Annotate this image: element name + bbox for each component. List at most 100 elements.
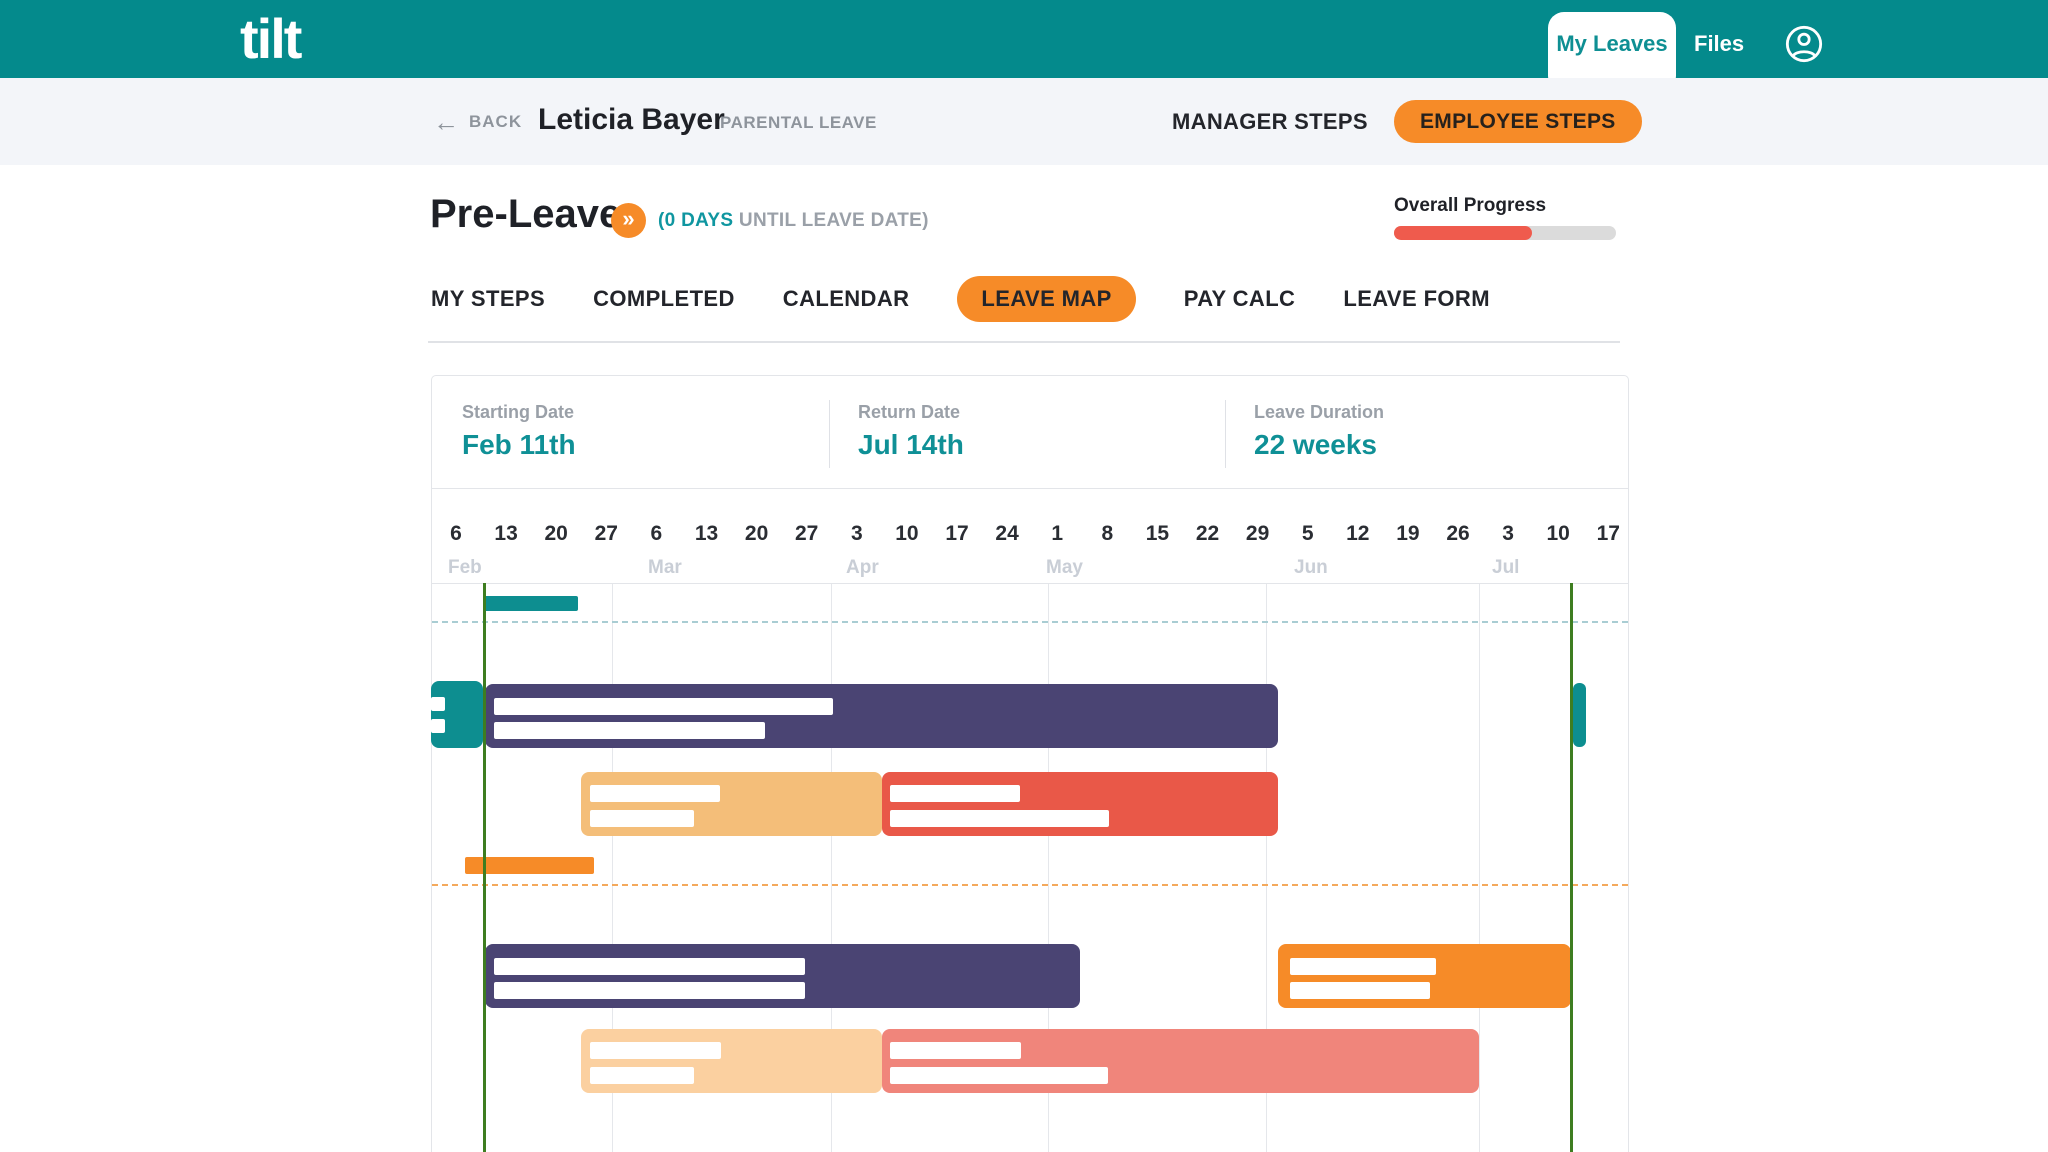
- tab-pay-calc[interactable]: PAY CALC: [1183, 286, 1296, 311]
- bar-label-redacted: [590, 1042, 721, 1059]
- tabs-divider: [428, 341, 1620, 343]
- axis-tick: 27: [795, 522, 819, 545]
- axis-tick: 13: [494, 522, 518, 545]
- axis-tick: 12: [1346, 522, 1370, 545]
- bar-label-redacted: [494, 698, 833, 715]
- month-gridline: [1479, 584, 1480, 1152]
- summary-value: Jul 14th: [858, 429, 964, 460]
- teal-dashed-reference-line: [432, 621, 1628, 623]
- leave-return-marker-line: [1570, 583, 1573, 1152]
- employee-steps-toggle[interactable]: EMPLOYEE STEPS: [1394, 100, 1642, 143]
- axis-tick: 20: [744, 522, 769, 545]
- gantt-red-bar[interactable]: [882, 772, 1278, 836]
- section-tabs: MY STEPS COMPLETED CALENDAR LEAVE MAP PAY CA…: [431, 276, 1490, 322]
- summary-label: Leave Duration: [1254, 402, 1385, 422]
- month-gridline: [1048, 584, 1049, 1152]
- progress-fill: [1394, 226, 1532, 240]
- axis-month-label: Apr: [846, 557, 879, 578]
- employee-name: Leticia Bayer: [538, 103, 725, 136]
- axis-tick: 22: [1195, 522, 1220, 545]
- summary-column-divider: [829, 400, 830, 468]
- axis-tick: 26: [1446, 522, 1470, 545]
- axis-tick: 3: [850, 522, 863, 545]
- bar-label-redacted: [494, 958, 805, 975]
- bar-label-redacted: [431, 697, 445, 711]
- phase-title: Pre-Leave: [430, 192, 622, 236]
- axis-month-label: Jul: [1492, 557, 1520, 578]
- summary-divider: [432, 488, 1628, 489]
- bar-label-redacted: [494, 982, 805, 999]
- axis-tick: 3: [1502, 522, 1514, 545]
- double-chevron-right-icon[interactable]: »: [611, 203, 646, 238]
- axis-tick: 6: [450, 522, 462, 545]
- summary-starting-date: Starting Date Feb 11th: [462, 402, 576, 461]
- axis-tick: 20: [544, 522, 568, 545]
- gantt-small-orange-bar[interactable]: [465, 857, 594, 874]
- axis-month-label: Mar: [648, 557, 682, 578]
- bar-label-redacted: [1290, 982, 1430, 999]
- page-toolbar: [0, 78, 2048, 165]
- gantt-salmon-bar[interactable]: [882, 1029, 1479, 1093]
- nav-tab-my-leaves-label: My Leaves: [1556, 31, 1668, 56]
- axis-month-label: May: [1046, 557, 1083, 578]
- gantt-left-teal-block[interactable]: [431, 681, 483, 748]
- tab-leave-map[interactable]: LEAVE MAP: [957, 276, 1136, 322]
- gantt-purple-bar-bottom[interactable]: [485, 944, 1080, 1008]
- user-account-icon[interactable]: [1784, 24, 1824, 64]
- gantt-tan-bar[interactable]: [581, 772, 882, 836]
- axis-month-label: Jun: [1294, 557, 1328, 578]
- bar-label-redacted: [890, 1042, 1021, 1059]
- bar-label-redacted: [890, 785, 1020, 802]
- summary-label: Starting Date: [462, 402, 575, 422]
- summary-value: Feb 11th: [462, 429, 576, 460]
- orange-dashed-reference-line: [432, 884, 1628, 886]
- tilt-logo[interactable]: tilt: [240, 7, 302, 70]
- bar-label-redacted: [431, 719, 445, 733]
- gantt-purple-bar-top[interactable]: [485, 684, 1278, 748]
- leave-start-marker-line: [483, 583, 486, 1152]
- days-count: (0 DAYS: [658, 210, 734, 231]
- month-gridline: [612, 584, 613, 1152]
- axis-tick: 24: [995, 522, 1019, 545]
- axis-tick: 29: [1245, 522, 1270, 545]
- summary-column-divider: [1225, 400, 1226, 468]
- bar-label-redacted: [890, 1067, 1108, 1084]
- bar-label-redacted: [590, 810, 694, 827]
- axis-tick: 10: [1546, 522, 1570, 545]
- tab-leave-form[interactable]: LEAVE FORM: [1343, 286, 1490, 311]
- gantt-pre-leave-teal-bar[interactable]: [484, 596, 578, 611]
- manager-steps-toggle[interactable]: MANAGER STEPS: [1172, 109, 1368, 134]
- leave-type-badge: PARENTAL LEAVE: [720, 113, 877, 132]
- summary-label: Return Date: [858, 402, 961, 422]
- gantt-orange-bar[interactable]: [1278, 944, 1571, 1008]
- summary-leave-duration: Leave Duration 22 weeks: [1254, 402, 1384, 461]
- nav-link-files[interactable]: Files: [1694, 31, 1745, 56]
- tab-calendar[interactable]: CALENDAR: [782, 286, 910, 311]
- back-button[interactable]: ← BACK: [433, 107, 523, 137]
- back-arrow-icon: ←: [433, 107, 459, 137]
- bar-label-redacted: [590, 1067, 694, 1084]
- bar-label-redacted: [1290, 958, 1436, 975]
- axis-tick: 8: [1101, 522, 1114, 545]
- axis-tick: 17: [945, 522, 969, 545]
- gantt-right-teal-pill[interactable]: [1573, 683, 1586, 747]
- overall-progress-label: Overall Progress: [1394, 195, 1547, 216]
- axis-tick: 17: [1596, 522, 1620, 545]
- axis-tick: 15: [1145, 522, 1170, 545]
- back-label: BACK: [469, 112, 523, 131]
- bar-label-redacted: [494, 722, 765, 739]
- gantt-peach-bar[interactable]: [581, 1029, 882, 1093]
- tab-completed[interactable]: COMPLETED: [593, 286, 735, 311]
- axis-tick: 13: [694, 522, 719, 545]
- summary-value: 22 weeks: [1254, 429, 1377, 460]
- top-header: [0, 0, 2048, 78]
- tab-my-steps[interactable]: MY STEPS: [431, 286, 546, 311]
- month-gridline: [1266, 584, 1267, 1152]
- axis-tick: 10: [895, 522, 919, 545]
- bar-label-redacted: [890, 810, 1109, 827]
- axis-tick: 27: [594, 522, 618, 545]
- axis-tick: 1: [1051, 522, 1064, 545]
- axis-tick: 19: [1396, 522, 1420, 545]
- axis-tick: 5: [1301, 522, 1314, 545]
